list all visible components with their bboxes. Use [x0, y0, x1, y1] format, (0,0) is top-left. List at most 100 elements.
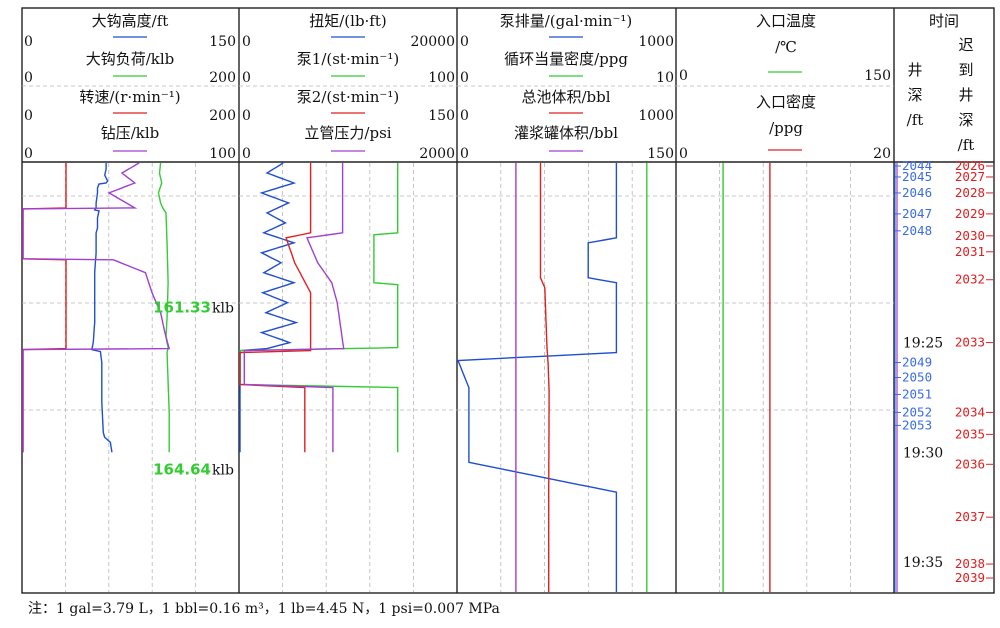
range-max: 1000 — [638, 34, 674, 50]
curve-line — [239, 162, 299, 453]
range-max: 150 — [209, 34, 236, 50]
annotation-value: 161.33 — [153, 299, 211, 317]
range-min: 0 — [460, 108, 469, 124]
range-max: 2000 — [419, 146, 455, 162]
curve-unit: /℃ — [775, 38, 797, 56]
lag-depth-label: 2033 — [955, 335, 985, 350]
range-max: 10 — [656, 70, 674, 86]
curve-line — [22, 163, 67, 453]
curve-line — [157, 162, 170, 453]
lag-depth-label: 2030 — [955, 228, 985, 243]
curve-line — [90, 163, 113, 453]
curve-label: 循环当量密度/ppg — [504, 50, 628, 68]
curve-line — [456, 163, 618, 592]
curve-label: 转速/(r·min⁻¹) — [79, 88, 180, 106]
vertical-label-char: 深 — [958, 111, 973, 129]
well-depth-label: 2046 — [902, 185, 932, 200]
range-min: 0 — [460, 70, 469, 86]
lag-depth-label: 2036 — [955, 456, 985, 471]
range-max: 1000 — [638, 108, 674, 124]
curves-layer — [22, 162, 771, 592]
lag-depth-label: 2032 — [955, 272, 985, 287]
curve-label: 入口密度 — [756, 93, 816, 111]
range-max: 150 — [428, 108, 455, 124]
well-depth-label: 2051 — [902, 386, 932, 401]
range-max: 150 — [864, 68, 891, 84]
lag-depth-label: 2038 — [955, 556, 985, 571]
range-min: 0 — [460, 34, 469, 50]
lag-depth-label: 2034 — [955, 404, 985, 419]
curve-label: 大钩高度/ft — [92, 12, 169, 30]
track2-header: 扭矩/(lb·ft) 0 20000 泵1/(st·min⁻¹) 0 100 泵… — [242, 12, 455, 162]
lag-depth-label: 2028 — [955, 185, 985, 200]
well-depth-label: 2050 — [902, 370, 932, 385]
range-max: 100 — [209, 146, 236, 162]
well-depth-label: 2048 — [902, 223, 932, 238]
range-max: 200 — [209, 108, 236, 124]
vertical-label-char: 深 — [907, 86, 922, 104]
footnote: 注：1 gal=3.79 L，1 bbl=0.16 m³，1 lb=4.45 N… — [28, 601, 500, 617]
range-min: 0 — [679, 146, 688, 162]
well-depth-label: 2049 — [902, 355, 932, 370]
range-max: 20000 — [410, 34, 455, 50]
time-label: 19:30 — [903, 445, 943, 461]
lag-depth-label: 2029 — [955, 206, 985, 221]
curve-label: 泵1/(st·min⁻¹) — [297, 50, 399, 68]
curve-label: 总池体积/bbl — [521, 88, 610, 106]
well-depth-label: 井深/ft — [907, 61, 924, 129]
annotation-unit: klb — [212, 462, 234, 478]
vertical-label-char: 井 — [907, 61, 922, 79]
vertical-label-char: 井 — [958, 86, 973, 104]
range-min: 0 — [24, 70, 33, 86]
curve-label: 钻压/klb — [101, 124, 160, 142]
curve-label: 泵2/(st·min⁻¹) — [297, 88, 399, 106]
chart-frame — [21, 7, 995, 594]
lag-depth-label: 2026 — [955, 158, 985, 173]
curve-label: 立管压力/psi — [304, 124, 391, 142]
curve-label: 入口温度 — [756, 12, 816, 30]
curve-label: 大钩负荷/klb — [86, 50, 175, 68]
lag-depth-label: 2039 — [955, 570, 985, 585]
lag-depth-label: 2035 — [955, 426, 985, 441]
well-depth-label: 2047 — [902, 206, 932, 221]
curve-label: 泵排量/(gal·min⁻¹) — [500, 12, 632, 30]
range-max: 20 — [873, 146, 891, 162]
range-max: 150 — [647, 146, 674, 162]
range-min: 0 — [460, 146, 469, 162]
curve-line — [539, 163, 550, 592]
curve-line — [239, 163, 399, 453]
well-depth-label: 2045 — [902, 169, 932, 184]
range-max: 100 — [428, 70, 455, 86]
range-min: 0 — [24, 108, 33, 124]
curve-unit: /ppg — [769, 119, 803, 137]
time-label: 19:25 — [903, 336, 943, 352]
annotation-unit: klb — [212, 301, 234, 317]
grid-lines — [22, 85, 894, 592]
range-min: 0 — [242, 108, 251, 124]
range-min: 0 — [679, 68, 688, 84]
vertical-label-char: /ft — [907, 111, 924, 129]
curve-line — [22, 162, 171, 453]
time-depth-column: 19:2519:3019:352044204520462047204820492… — [894, 158, 993, 592]
lag-depth-label: 2037 — [955, 509, 985, 524]
track1-header: 大钩高度/ft 0 150 大钩负荷/klb 0 200 转速/(r·min⁻¹… — [24, 12, 236, 162]
range-max: 200 — [209, 70, 236, 86]
curve-label: 扭矩/(lb·ft) — [309, 12, 387, 30]
time-title: 时间 — [929, 12, 959, 30]
well-depth-label: 2053 — [902, 417, 932, 432]
range-min: 0 — [242, 70, 251, 86]
well-depth-label: 2044 — [902, 158, 932, 173]
curve-label: 灌浆罐体积/bbl — [514, 124, 618, 142]
time-label: 19:35 — [903, 555, 943, 571]
range-min: 0 — [24, 34, 33, 50]
range-min: 0 — [242, 146, 251, 162]
range-min: 0 — [24, 146, 33, 162]
track4-header: 入口温度 /℃ 0 150 入口密度 /ppg 0 20 — [679, 12, 891, 162]
vertical-label-char: /ft — [958, 136, 975, 154]
curve-line — [239, 163, 312, 453]
range-min: 0 — [242, 34, 251, 50]
vertical-label-char: 迟 — [958, 36, 973, 54]
well-depth-label: 2052 — [902, 404, 932, 419]
